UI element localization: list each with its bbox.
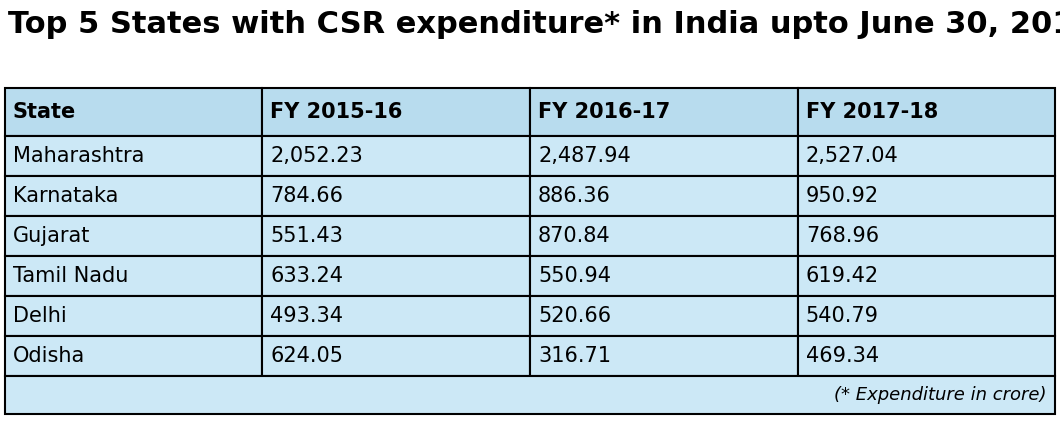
Text: 2,487.94: 2,487.94	[538, 146, 631, 166]
Bar	[262, 256, 530, 296]
Text: Top 5 States with CSR expenditure* in India upto June 30, 2019: Top 5 States with CSR expenditure* in In…	[8, 10, 1060, 39]
Text: 540.79: 540.79	[806, 306, 879, 326]
Text: Maharashtra: Maharashtra	[13, 146, 144, 166]
Bar	[798, 176, 1055, 216]
Bar	[262, 88, 530, 136]
Text: 768.96: 768.96	[806, 226, 879, 246]
Bar	[5, 376, 1055, 414]
Bar	[530, 336, 798, 376]
Bar	[5, 216, 262, 256]
Bar	[262, 296, 530, 336]
Text: 870.84: 870.84	[538, 226, 611, 246]
Text: Odisha: Odisha	[13, 346, 85, 366]
Text: FY 2017-18: FY 2017-18	[806, 102, 938, 122]
Bar	[798, 216, 1055, 256]
Text: 619.42: 619.42	[806, 266, 879, 286]
Text: Gujarat: Gujarat	[13, 226, 90, 246]
Bar	[5, 88, 262, 136]
Text: 633.24: 633.24	[270, 266, 343, 286]
Text: FY 2016-17: FY 2016-17	[538, 102, 670, 122]
Bar	[530, 176, 798, 216]
Text: 550.94: 550.94	[538, 266, 611, 286]
Bar	[530, 136, 798, 176]
Text: 520.66: 520.66	[538, 306, 612, 326]
Text: 624.05: 624.05	[270, 346, 343, 366]
Text: 551.43: 551.43	[270, 226, 343, 246]
Bar	[5, 336, 262, 376]
Bar	[5, 296, 262, 336]
Bar	[530, 296, 798, 336]
Text: 784.66: 784.66	[270, 186, 343, 206]
Text: (* Expenditure in crore): (* Expenditure in crore)	[834, 386, 1047, 404]
Text: 316.71: 316.71	[538, 346, 611, 366]
Text: 493.34: 493.34	[270, 306, 343, 326]
Bar	[798, 256, 1055, 296]
Bar	[798, 136, 1055, 176]
Bar	[5, 176, 262, 216]
Text: 886.36: 886.36	[538, 186, 611, 206]
Text: Karnataka: Karnataka	[13, 186, 119, 206]
Text: 2,527.04: 2,527.04	[806, 146, 899, 166]
Text: 950.92: 950.92	[806, 186, 879, 206]
Bar	[530, 216, 798, 256]
Text: 2,052.23: 2,052.23	[270, 146, 363, 166]
Bar	[5, 136, 262, 176]
Text: FY 2015-16: FY 2015-16	[270, 102, 403, 122]
Text: Tamil Nadu: Tamil Nadu	[13, 266, 128, 286]
Bar	[5, 256, 262, 296]
Bar	[530, 88, 798, 136]
Bar	[262, 216, 530, 256]
Bar	[262, 336, 530, 376]
Bar	[798, 88, 1055, 136]
Bar	[530, 256, 798, 296]
Bar	[798, 296, 1055, 336]
Text: State: State	[13, 102, 76, 122]
Bar	[262, 136, 530, 176]
Text: Delhi: Delhi	[13, 306, 67, 326]
Text: 469.34: 469.34	[806, 346, 879, 366]
Bar	[798, 336, 1055, 376]
Bar	[262, 176, 530, 216]
